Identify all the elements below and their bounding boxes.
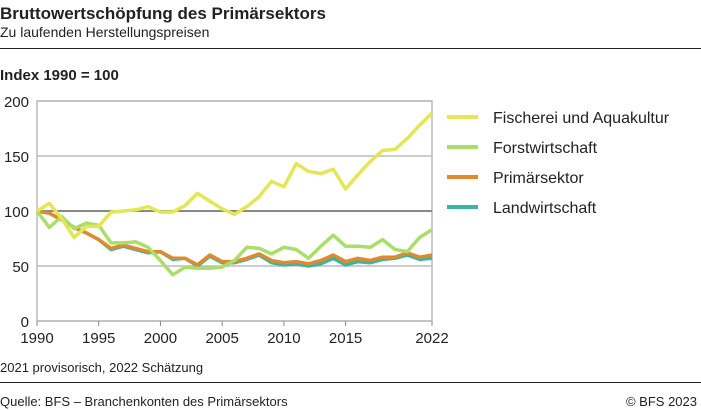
y-tick-label: 200	[4, 94, 29, 111]
y-axis-label: Index 1990 = 100	[0, 67, 119, 84]
copyright-text: © BFS 2023	[625, 394, 697, 409]
series-line	[36, 209, 433, 267]
y-tick-label: 0	[21, 314, 29, 331]
legend-label: Primärsektor	[493, 170, 584, 187]
x-tick-label: 2000	[144, 330, 177, 347]
legend-label: Forstwirtschaft	[493, 140, 598, 157]
divider	[0, 48, 701, 49]
x-tick-label: 2015	[329, 330, 362, 347]
legend-label: Landwirtschaft	[493, 200, 597, 217]
x-tick-label: 1990	[20, 330, 53, 347]
x-tick-label: 2005	[205, 330, 238, 347]
x-tick-label: 2022	[415, 330, 448, 347]
series-line	[35, 209, 433, 277]
legend-label: Fischerei und Aquakultur	[493, 110, 670, 127]
chart-subtitle: Zu laufenden Herstellungspreisen	[0, 24, 210, 40]
divider	[0, 382, 701, 383]
chart-title: Bruttowertschöpfung des Primärsektors	[0, 4, 326, 23]
x-tick-label: 1995	[82, 330, 115, 347]
line-chart: 0 50 100 150 200 1990 1995 2000 2005 2010 2015 2022…	[4, 94, 670, 347]
y-tick-label: 50	[12, 259, 29, 276]
y-tick-label: 150	[4, 149, 29, 166]
x-tick-label: 2010	[267, 330, 300, 347]
footnote: 2021 provisorisch, 2022 Schätzung	[0, 360, 204, 375]
source-text: Quelle: BFS – Branchenkonten des Primärs…	[0, 394, 288, 409]
series-line	[36, 111, 434, 240]
y-tick-label: 100	[4, 204, 29, 221]
